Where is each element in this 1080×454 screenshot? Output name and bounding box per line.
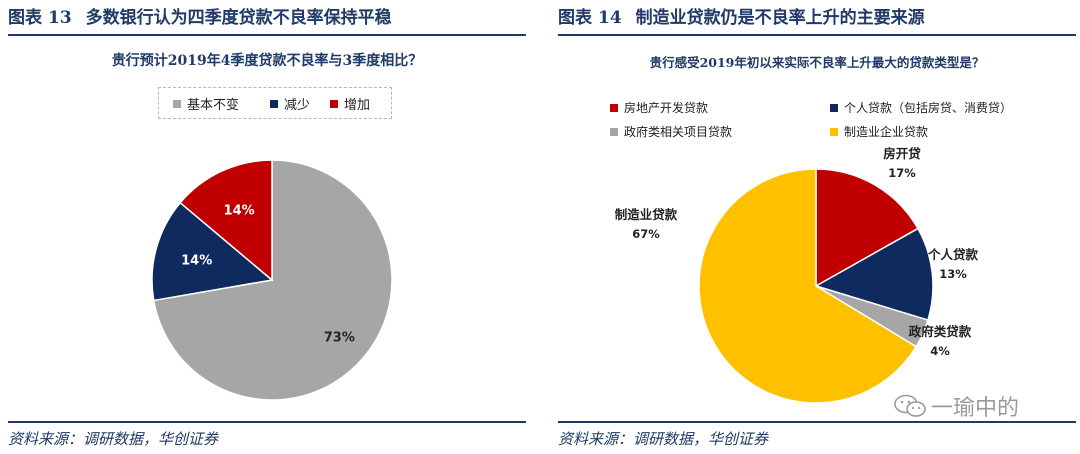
slice-name-label-2: 政府类贷款 [909,324,972,339]
legend-swatch [830,103,838,112]
chart-13-title: 贵行预计2019年4季度贷款不良率与3季度相比？ [111,53,423,69]
figure-label: 图表 [558,8,592,28]
pie-slice-3 [698,168,918,404]
data-label-1: 14% [181,254,212,269]
chart-14-pie: 房开贷 17% 个人贷款 13% 政府类贷款 4% 制造业贷款 67% [615,146,979,404]
figure-14-panel: 图表 14 制造业贷款仍是不良率上升的主要来源 贵行感受2019年初以来实际不良率上… [558,0,1076,454]
bottom-divider [558,421,1076,423]
legend-item-personal: 个人贷款（包括房贷、消费贷） [830,99,1012,116]
legend-label: 政府类相关项目贷款 [624,125,733,139]
legend-item-increase: 增加 [330,94,370,113]
legend-label: 制造业企业贷款 [844,125,929,139]
legend-swatch [610,127,618,136]
slice-value-label-2: 4% [930,344,950,358]
legend-item-government: 政府类相关项目贷款 [610,123,732,140]
chart-13-legend [158,87,392,119]
slice-name-label-3: 制造业贷款 [615,207,678,222]
legend-label: 基本不变 [187,98,240,113]
legend-swatch [330,99,338,108]
legend-label: 减少 [284,98,311,113]
figure-number: 14 [598,8,622,28]
legend-swatch [270,99,278,108]
chart-13-pie: 73% 14% 14% [151,159,393,401]
legend-swatch [610,103,618,112]
pie-slice-0 [815,168,919,288]
top-divider [8,34,526,36]
legend-label: 房地产开发贷款 [624,101,709,115]
figure-13-source: 资料来源：调研数据，华创证券 [8,430,219,448]
chart-14-title: 贵行感受2019年初以来实际不良率上升最大的贷款类型是？ [649,55,985,70]
data-label-0: 73% [324,331,355,346]
bottom-divider [8,421,526,423]
pie-slice-1 [814,227,934,322]
figure-number: 13 [48,8,72,28]
data-label-2: 14% [224,203,255,218]
slice-name-label-0: 房开贷 [883,146,921,161]
figure-13-panel: 图表 13 多数银行认为四季度贷款不良率保持平稳 贵行预计2019年4季度贷款不良率… [8,0,526,454]
slice-value-label-0: 17% [888,166,916,180]
figure-14-title: 图表 14 制造业贷款仍是不良率上升的主要来源 [558,6,925,30]
slice-name-label-1: 个人贷款 [927,247,979,262]
figure-label: 图表 [8,8,42,28]
slice-value-label-1: 13% [939,267,967,281]
legend-swatch [830,127,838,136]
legend-item-stable: 基本不变 [173,94,239,113]
legend-label: 增加 [344,98,371,113]
figure-title-text: 多数银行认为四季度贷款不良率保持平稳 [85,8,392,28]
watermark-text: 一瑜中的 [931,396,1020,421]
figure-14-source: 资料来源：调研数据，华创证券 [558,430,769,448]
legend-swatch [173,99,181,108]
slice-value-label-3: 67% [632,227,660,241]
legend-item-real-estate: 房地产开发贷款 [610,99,708,116]
watermark: 一瑜中的 [893,390,1019,422]
legend-item-decrease: 减少 [270,94,310,113]
legend-label: 个人贷款（包括房贷、消费贷） [844,101,1013,115]
pie-slice-1 [151,201,274,302]
wechat-icon [894,394,926,417]
top-divider [558,34,1076,36]
figure-title-text: 制造业贷款仍是不良率上升的主要来源 [635,8,925,28]
legend-item-manufacturing: 制造业企业贷款 [830,123,928,140]
figure-13-title: 图表 13 多数银行认为四季度贷款不良率保持平稳 [8,6,392,30]
pie-slice-2 [179,159,273,282]
